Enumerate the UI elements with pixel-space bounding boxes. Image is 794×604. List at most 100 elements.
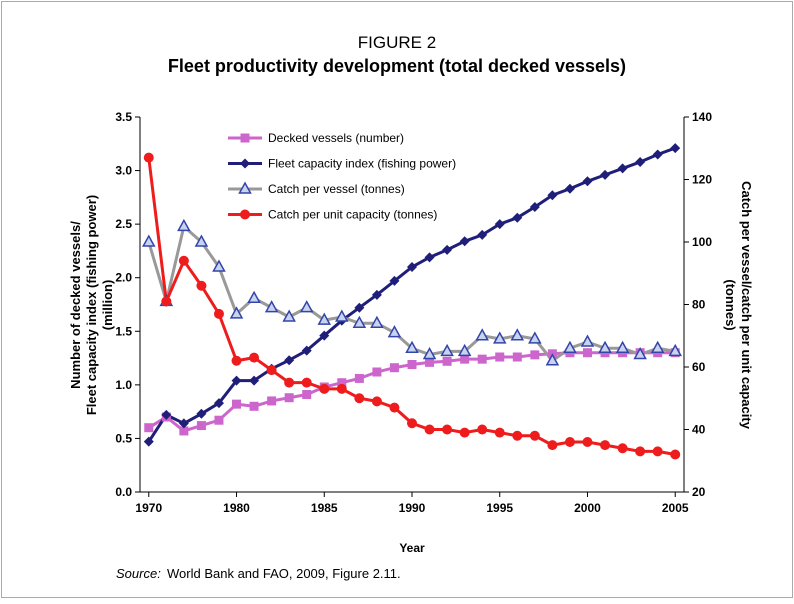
y-tick-label: 1.5 <box>115 324 132 338</box>
x-tick-label: 1985 <box>311 501 338 515</box>
data-point <box>405 340 419 353</box>
data-point <box>301 345 312 356</box>
x-tick-label: 2000 <box>574 501 601 515</box>
data-point <box>352 315 367 328</box>
y2-tick-label: 120 <box>692 173 712 187</box>
data-point <box>475 328 489 341</box>
data-point <box>249 401 259 411</box>
legend-marker <box>240 158 250 169</box>
data-point <box>670 143 681 154</box>
data-point <box>635 157 646 167</box>
data-point <box>389 402 400 413</box>
data-point <box>161 409 172 420</box>
data-point <box>459 427 470 438</box>
data-point <box>177 218 191 232</box>
data-point <box>582 176 593 187</box>
y-tick-label: 3.0 <box>115 164 132 178</box>
data-point <box>249 375 260 386</box>
y2-tick-label: 60 <box>692 360 706 374</box>
legend-label: Catch per unit capacity (tonnes) <box>268 208 437 222</box>
data-point <box>335 309 349 322</box>
data-point <box>425 357 435 367</box>
data-point <box>194 234 209 247</box>
y2-axis-label: Catch per vessel/catch per unit capacity <box>739 181 754 430</box>
y2-tick-label: 80 <box>692 298 706 312</box>
data-point <box>372 367 382 377</box>
data-point <box>407 262 417 272</box>
data-point <box>317 312 332 325</box>
data-point <box>161 296 172 307</box>
data-point <box>545 353 560 366</box>
source-label: Source: <box>116 566 161 581</box>
legend-marker <box>238 181 252 194</box>
data-point <box>407 418 417 429</box>
data-point <box>652 149 663 160</box>
x-tick-label: 1970 <box>135 501 162 515</box>
data-point <box>179 426 189 436</box>
legend-marker <box>240 133 250 143</box>
data-point <box>424 252 435 263</box>
data-point <box>529 430 540 441</box>
data-point <box>547 190 558 201</box>
y-tick-label: 2.5 <box>115 217 132 231</box>
data-point <box>213 308 224 319</box>
data-point <box>510 328 525 341</box>
y-axis-label: (million) <box>100 280 115 331</box>
data-point <box>650 340 665 353</box>
data-point <box>494 219 505 230</box>
data-point <box>459 236 470 247</box>
data-point <box>143 152 154 163</box>
y-tick-label: 0.5 <box>115 431 132 445</box>
data-point <box>563 340 577 353</box>
data-point <box>460 354 470 364</box>
x-axis-label: Year <box>399 541 425 555</box>
data-point <box>284 355 295 366</box>
data-point <box>442 244 453 255</box>
data-point <box>668 343 682 357</box>
data-point <box>495 352 505 362</box>
data-point <box>264 300 279 313</box>
data-point <box>336 383 347 394</box>
x-tick-label: 1990 <box>399 501 426 515</box>
data-point <box>440 343 454 357</box>
data-point <box>617 443 628 454</box>
y2-axis-label: (tonnes) <box>723 279 738 330</box>
data-point <box>299 300 314 313</box>
y-axis-label: Fleet capacity index (fishing power) <box>84 195 99 415</box>
data-point <box>371 396 382 407</box>
x-tick-label: 2005 <box>662 501 689 515</box>
data-point <box>633 346 647 360</box>
data-point <box>212 259 226 272</box>
data-point <box>389 363 399 373</box>
data-point <box>600 169 611 180</box>
legend-label: Catch per vessel (tonnes) <box>268 182 405 196</box>
data-point <box>424 424 435 435</box>
data-point <box>652 446 663 457</box>
legend-label: Fleet capacity index (fishing power) <box>268 157 456 171</box>
data-point <box>178 418 189 429</box>
data-point <box>301 377 312 388</box>
y-axis-label: Number of decked vessels/ <box>68 221 83 389</box>
data-point <box>547 440 558 451</box>
data-point <box>512 430 523 441</box>
data-point <box>598 340 612 353</box>
legend-marker <box>240 209 250 220</box>
data-point <box>319 383 330 394</box>
data-point <box>617 163 628 174</box>
data-point <box>512 352 522 362</box>
data-point <box>284 377 295 388</box>
data-point <box>582 348 592 358</box>
y2-tick-label: 20 <box>692 485 706 499</box>
data-point <box>282 309 296 322</box>
data-point <box>143 436 154 447</box>
data-point <box>302 390 312 399</box>
data-point <box>492 331 507 344</box>
data-point <box>528 331 542 344</box>
data-point <box>477 229 488 240</box>
data-point <box>337 378 347 388</box>
y-tick-label: 3.5 <box>115 110 132 124</box>
data-point <box>529 202 540 212</box>
data-point <box>213 398 224 409</box>
data-point <box>319 330 330 341</box>
data-point <box>371 289 382 300</box>
